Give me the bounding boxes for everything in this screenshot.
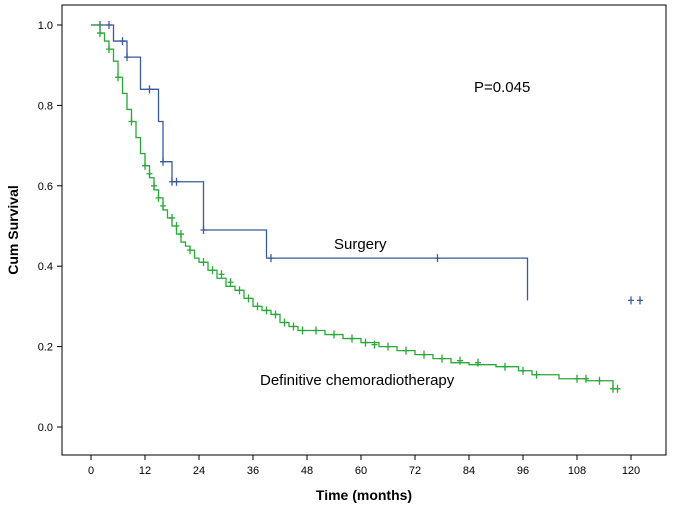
censor-mark (254, 302, 261, 311)
x-axis: 0 12 24 36 48 60 72 84 96 108 120 (62, 454, 666, 477)
p-value-annotation: P=0.045 (474, 79, 530, 96)
censor-mark (124, 53, 130, 62)
x-tick-label: 84 (463, 465, 475, 477)
censor-mark (434, 254, 441, 263)
survival-curve-surgery (91, 24, 529, 301)
censor-mark (520, 366, 526, 375)
censor-mark (268, 254, 274, 263)
y-tick-label: 0.4 (38, 261, 53, 273)
surgery-label: Surgery (334, 236, 387, 253)
censor-mark (200, 258, 207, 267)
censor-mark (533, 370, 540, 379)
y-tick-label: 0.0 (38, 422, 53, 434)
censor-mark (160, 201, 166, 210)
censor-mark (218, 270, 225, 279)
censor-mark (173, 177, 180, 186)
censor-mark (583, 374, 589, 383)
x-tick-label: 108 (568, 465, 586, 477)
censor-mark (115, 73, 121, 82)
censor-mark (142, 161, 148, 170)
y-tick-label: 0.6 (38, 181, 53, 193)
x-tick-label: 60 (355, 465, 367, 477)
x-tick-label: 72 (409, 465, 421, 477)
censor-mark (349, 334, 355, 343)
censor-mark (439, 354, 445, 363)
series-layer (91, 21, 643, 393)
censor-mark (187, 246, 193, 255)
censor-mark (151, 181, 157, 190)
y-tick-label: 0.8 (38, 100, 53, 112)
censor-mark (160, 157, 166, 166)
censor-mark (457, 356, 463, 365)
censor-mark (245, 294, 252, 303)
censor-mark (128, 117, 135, 126)
censor-mark (173, 222, 180, 230)
censor-mark (628, 296, 634, 305)
censor-mark (272, 310, 279, 319)
y-tick-label: 1.0 (38, 20, 53, 32)
censor-mark (178, 230, 184, 239)
censor-mark (331, 330, 337, 339)
censor-mark (169, 213, 175, 222)
censor-mark (146, 169, 153, 178)
censor-mark (299, 326, 306, 335)
censor-mark (362, 338, 369, 347)
x-tick-label: 96 (517, 465, 529, 477)
censor-mark (97, 29, 103, 38)
censor-mark (263, 306, 270, 315)
censor-mark (502, 362, 508, 371)
censor-mark (371, 340, 378, 349)
censor-mark (209, 266, 216, 275)
censor-mark (385, 342, 391, 351)
x-tick-label: 12 (139, 465, 151, 477)
y-axis: 0.0 0.2 0.4 0.6 0.8 1.0 (38, 5, 63, 455)
x-tick-label: 0 (88, 465, 94, 477)
series-definitive-chemoradiotherapy (91, 24, 621, 393)
censor-mark (475, 358, 481, 367)
censor-mark (200, 226, 207, 235)
censor-mark (119, 37, 126, 46)
censor-mark (637, 296, 643, 305)
censor-mark (236, 286, 243, 295)
censor-mark (106, 21, 112, 29)
y-axis-title: Cum Survival (5, 185, 21, 274)
censor-mark (155, 193, 162, 202)
censor-mark (596, 376, 603, 385)
x-tick-label: 48 (301, 465, 313, 477)
y-tick-label: 0.2 (38, 342, 53, 354)
censor-mark (281, 318, 288, 327)
censor-mark (614, 384, 621, 393)
censor-mark (313, 326, 319, 335)
x-axis-title: Time (months) (316, 487, 412, 503)
censor-mark (106, 45, 112, 54)
x-tick-label: 36 (247, 465, 259, 477)
x-tick-label: 24 (193, 465, 205, 477)
censor-mark (227, 278, 234, 287)
plot-frame (61, 4, 667, 456)
x-tick-label: 120 (622, 465, 640, 477)
censor-mark (403, 346, 409, 355)
censor-mark (290, 322, 297, 331)
censor-mark (146, 85, 153, 94)
chemoradiotherapy-label: Definitive chemoradiotherapy (260, 372, 455, 389)
censor-mark (574, 374, 580, 383)
censor-mark (421, 350, 427, 359)
